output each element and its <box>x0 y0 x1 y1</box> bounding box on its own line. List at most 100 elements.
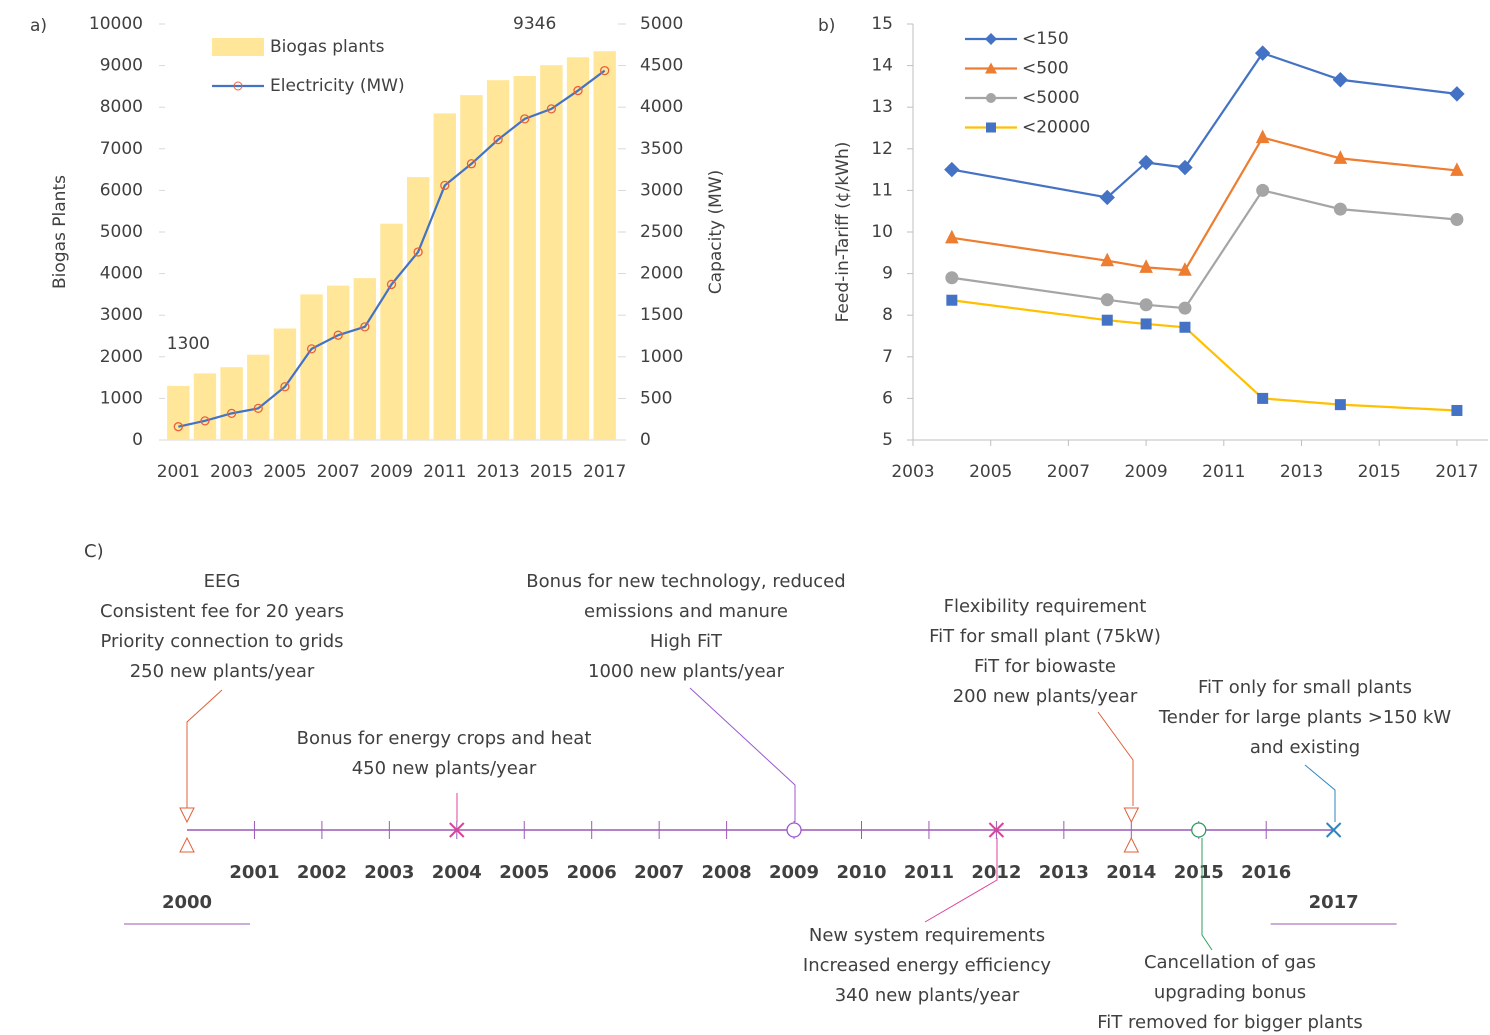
bar <box>193 373 217 440</box>
legend-marker <box>986 93 996 103</box>
y-tick-label: 0 <box>132 430 143 450</box>
y-tick-label: 7000 <box>100 139 143 159</box>
y-tick-label: 4000 <box>100 264 143 284</box>
marker <box>1333 202 1347 216</box>
x-tick-label: 2015 <box>1358 462 1401 482</box>
bar <box>513 76 536 440</box>
panel-label: C) <box>84 541 104 562</box>
event-text: FiT for small plant (75kW) <box>929 626 1161 647</box>
legend-marker <box>985 62 997 74</box>
marker <box>226 408 237 419</box>
event-text: Flexibility requirement <box>944 596 1147 617</box>
event-text: Increased energy efficiency <box>803 955 1052 976</box>
x-tick-label: 2007 <box>317 462 360 482</box>
marker <box>1139 298 1153 312</box>
event-text: FiT removed for bigger plants <box>1097 1012 1363 1033</box>
marker <box>360 322 370 332</box>
legend-label: <20000 <box>1022 118 1090 138</box>
marker <box>1451 404 1463 416</box>
marker <box>173 422 183 432</box>
year-label: 2015 <box>1174 862 1224 883</box>
y-tick-label: 1000 <box>100 388 143 408</box>
x-tick-label: 2013 <box>1280 462 1323 482</box>
y2-tick-label: 1500 <box>640 305 683 325</box>
connector <box>186 689 223 810</box>
x-tick-label: 2009 <box>1124 462 1167 482</box>
y-tick-label: 13 <box>871 97 893 117</box>
x-tick-label: 2015 <box>530 462 573 482</box>
marker <box>333 330 343 340</box>
data-label: 1300 <box>167 334 210 354</box>
legend-label: <500 <box>1022 59 1069 79</box>
year-label: 2016 <box>1241 862 1291 883</box>
x-tick-label: 2011 <box>423 462 466 482</box>
legend-label: Electricity (MW) <box>270 76 405 96</box>
line <box>951 299 1457 412</box>
year-label: 2005 <box>499 862 549 883</box>
marker <box>1100 293 1114 307</box>
marker <box>1101 314 1113 326</box>
y-tick-label: 7 <box>882 347 893 367</box>
bar <box>353 278 377 440</box>
y-tick-label: 6 <box>882 388 893 408</box>
marker <box>945 271 959 285</box>
marker <box>386 279 397 290</box>
y-tick-label: 8000 <box>100 97 143 117</box>
y2-tick-label: 1000 <box>640 347 683 367</box>
y-tick-label: 11 <box>871 180 893 200</box>
marker <box>1333 150 1348 164</box>
marker <box>1178 262 1192 276</box>
event-marker <box>1123 807 1140 853</box>
y-tick-label: 5000 <box>100 222 143 242</box>
marker <box>440 180 450 191</box>
y2-tick-label: 4000 <box>640 97 683 117</box>
event-text: Bonus for energy crops and heat <box>297 728 592 749</box>
marker <box>945 229 959 244</box>
bar <box>566 57 590 440</box>
event-marker <box>988 822 1005 838</box>
marker <box>1255 129 1270 144</box>
event-text: 450 new plants/year <box>352 758 537 779</box>
event-text: Bonus for new technology, reduced <box>526 571 845 592</box>
y2-tick-label: 0 <box>640 430 651 450</box>
marker <box>1450 162 1464 176</box>
bar <box>327 285 350 440</box>
marker <box>573 85 583 96</box>
x-tick-label: 2017 <box>1435 462 1478 482</box>
event-marker <box>786 822 802 838</box>
marker <box>520 114 530 124</box>
x-tick-label: 2011 <box>1202 462 1245 482</box>
bar <box>460 95 483 441</box>
y-tick-label: 8 <box>882 305 893 325</box>
event-text: 200 new plants/year <box>953 686 1138 707</box>
event-text: Consistent fee for 20 years <box>100 601 344 622</box>
y-tick-label: 9000 <box>100 56 143 76</box>
event-text: New system requirements <box>809 925 1045 946</box>
marker <box>1332 72 1349 88</box>
connector <box>1304 764 1336 822</box>
event-marker <box>449 822 465 838</box>
year-label: 2011 <box>904 862 954 883</box>
marker <box>413 247 423 257</box>
bar <box>433 113 456 440</box>
event-text: High FiT <box>650 631 723 652</box>
bar <box>486 80 510 440</box>
marker <box>1449 86 1465 102</box>
event-text: FiT only for small plants <box>1198 677 1412 698</box>
legend-marker <box>986 122 996 133</box>
event-marker <box>179 807 195 853</box>
y2-tick-label: 2500 <box>640 222 683 242</box>
connector <box>924 838 998 923</box>
year-label: 2003 <box>364 862 414 883</box>
line <box>178 69 606 428</box>
marker <box>1178 301 1192 315</box>
x-tick-label: 2017 <box>583 462 626 482</box>
marker <box>306 344 317 354</box>
x-tick-label: 2003 <box>210 462 253 482</box>
marker <box>1100 252 1115 267</box>
y-tick-label: 12 <box>871 139 893 159</box>
data-label: 9346 <box>513 14 556 34</box>
y2-tick-label: 4500 <box>640 56 683 76</box>
marker <box>1256 183 1270 197</box>
